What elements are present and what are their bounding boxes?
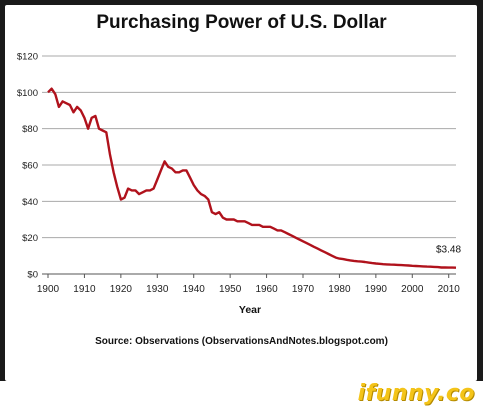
x-tick-label: 1960 bbox=[255, 284, 278, 295]
x-tick-label: 1990 bbox=[365, 284, 388, 295]
watermark-logo: ifunny.co bbox=[357, 381, 475, 406]
x-axis-ticks: 1900 1910 1920 1930 1940 1950 1960 1970 1980 1990… bbox=[37, 274, 460, 295]
y-tick-label: $20 bbox=[22, 233, 38, 244]
x-tick-label: 2000 bbox=[401, 284, 424, 295]
x-tick-label: 1900 bbox=[37, 284, 60, 295]
y-tick-label: $0 bbox=[27, 270, 38, 281]
x-tick-label: 1980 bbox=[328, 284, 351, 295]
x-tick-label: 1930 bbox=[146, 284, 169, 295]
y-axis-ticks: $0 $20 $40 $60 $80 $100 $120 bbox=[17, 52, 38, 281]
chart-card bbox=[5, 5, 477, 381]
x-axis-title: Year bbox=[239, 304, 261, 316]
y-tick-label: $40 bbox=[22, 197, 38, 208]
y-tick-label: $120 bbox=[17, 52, 38, 63]
y-tick-label: $60 bbox=[22, 161, 38, 172]
end-value-label: $3.48 bbox=[436, 245, 461, 256]
series-line bbox=[47, 87, 457, 269]
x-tick-label: 1950 bbox=[219, 284, 242, 295]
y-tick-label: $100 bbox=[17, 88, 38, 99]
watermark-bar bbox=[0, 381, 483, 407]
y-tick-label: $80 bbox=[22, 124, 38, 135]
x-tick-label: 1920 bbox=[110, 284, 133, 295]
x-tick-label: 1910 bbox=[73, 284, 96, 295]
source-caption: Source: Observations (ObservationsAndNot… bbox=[95, 336, 388, 347]
x-tick-label: 1970 bbox=[292, 284, 315, 295]
x-tick-label: 2010 bbox=[438, 284, 461, 295]
chart-title: Purchasing Power of U.S. Dollar bbox=[96, 12, 387, 33]
x-tick-label: 1940 bbox=[183, 284, 206, 295]
gridlines bbox=[42, 55, 456, 239]
